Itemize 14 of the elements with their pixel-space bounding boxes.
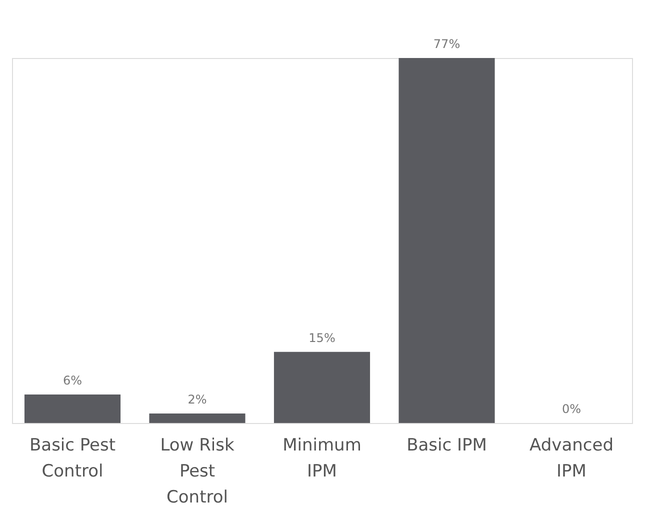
data-label: 15% <box>308 330 336 345</box>
data-label: 77% <box>433 37 460 51</box>
bar <box>149 414 246 423</box>
x-tick-label: Basic IPM <box>406 436 487 456</box>
data-label: 2% <box>188 392 207 407</box>
data-label: 0% <box>562 402 582 416</box>
bar <box>398 58 495 423</box>
bar <box>24 394 121 423</box>
x-tick-label: Advanced IPM <box>530 436 614 482</box>
x-tick-label: Low Risk Pest Control <box>160 436 234 508</box>
bar <box>274 352 370 423</box>
x-tick-label: Minimum IPM <box>282 436 362 482</box>
x-tick-label: Basic Pest Control <box>29 436 116 482</box>
data-label: 6% <box>62 374 82 388</box>
